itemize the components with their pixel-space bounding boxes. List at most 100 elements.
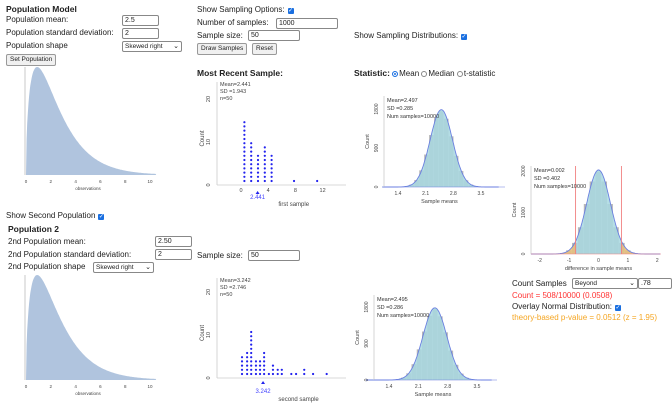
theory-p-value: theory-based p-value = 0.0512 (z = 1.95) — [512, 313, 657, 322]
count-cutoff-input[interactable]: .78 — [638, 278, 672, 289]
y-axis-label: Count — [200, 325, 206, 341]
sample-dot — [240, 368, 244, 371]
sample-dot — [243, 175, 246, 178]
population-2-shape-select[interactable]: Skewed right ⌄ — [93, 262, 154, 273]
x-axis-label: observations — [75, 391, 101, 396]
sample-dot — [263, 146, 266, 149]
show-second-population-label: Show Second Population — [6, 211, 96, 220]
x-tick-label: 1.4 — [386, 384, 393, 390]
sample-dot — [243, 133, 246, 136]
reset-button[interactable]: Reset — [252, 43, 277, 55]
x-tick-label: -1 — [567, 258, 572, 264]
statistic-option-mean[interactable]: Mean — [392, 69, 419, 78]
show-sampling-options-label: Show Sampling Options: — [197, 5, 285, 14]
radio-icon[interactable] — [421, 71, 428, 77]
sample-dot — [240, 360, 244, 363]
histogram-bar — [613, 227, 619, 254]
show-sampling-options-checkbox[interactable]: ✓ — [287, 8, 294, 14]
radio-icon[interactable] — [456, 71, 463, 77]
show-sampling-distributions-checkbox[interactable]: ✓ — [461, 34, 468, 40]
histogram-bar — [473, 186, 479, 187]
most-recent-sample-title: Most Recent Sample: — [197, 68, 283, 78]
mean-marker-label: 2.441 — [250, 195, 266, 201]
histogram-bar — [469, 379, 475, 380]
count-mode-select[interactable]: Beyond ⌄ — [572, 278, 638, 289]
sample-size-2-input[interactable]: 50 — [248, 250, 300, 261]
sample-dot — [263, 351, 266, 355]
mean-marker-icon — [255, 191, 260, 194]
sample-dot — [246, 351, 249, 355]
x-tick-label: 3.5 — [474, 384, 481, 390]
sample-dot — [263, 356, 266, 359]
radio-icon[interactable] — [392, 71, 399, 77]
sample-dot — [250, 356, 253, 359]
sample-dot — [250, 351, 253, 355]
x-tick-label: 2 — [656, 258, 659, 264]
sample-size-input[interactable]: 50 — [248, 30, 300, 41]
sample-dot — [250, 339, 253, 342]
histogram-bar — [607, 203, 613, 254]
sample-dot — [250, 343, 253, 346]
x-tick-label: 2.8 — [444, 384, 451, 390]
x-tick-label: 10 — [147, 179, 153, 184]
sample-dot — [256, 171, 260, 174]
population-2-shape-value: Skewed right — [96, 264, 134, 271]
population-shape-select[interactable]: Skewed right ⌄ — [122, 41, 182, 52]
sample-dot — [250, 158, 253, 162]
stats-text: SD =1.943 — [220, 89, 246, 95]
draw-samples-button[interactable]: Draw Samples — [197, 43, 248, 55]
normal-curve-line — [366, 307, 492, 381]
y-axis-label: Count — [355, 330, 361, 345]
sample-dot — [243, 163, 246, 166]
overlay-normal-checkbox[interactable]: ✓ — [615, 305, 622, 311]
sample-dot — [243, 158, 246, 162]
population-sd-input[interactable]: 2 — [122, 28, 159, 39]
histogram-bar — [619, 242, 625, 254]
histogram-bar — [458, 170, 464, 187]
mean-marker-label: 3.242 — [256, 389, 272, 395]
sample-dot — [271, 368, 275, 371]
sample-dot — [250, 330, 253, 334]
histogram-bar — [438, 111, 444, 187]
x-axis-label: Sample means — [421, 199, 458, 205]
tail-area-right — [622, 242, 661, 254]
histogram-bar — [414, 180, 419, 187]
tail-area-left — [530, 241, 576, 254]
overlay-normal: Overlay Normal Distribution: ✓ — [512, 302, 622, 312]
statistic-option-median[interactable]: Median — [421, 69, 455, 78]
sample-dot — [250, 171, 253, 174]
sample-dot — [246, 356, 249, 359]
sample-dot — [243, 129, 246, 132]
number-of-samples-input[interactable]: 1000 — [276, 18, 338, 29]
histogram-bar — [401, 377, 406, 380]
sample-dot — [250, 167, 253, 170]
stats-text: SD =0.402 — [534, 176, 560, 182]
population-2-sd-input[interactable]: 2 — [155, 249, 192, 260]
histogram-bar — [395, 379, 401, 380]
set-population-button[interactable]: Set Population — [6, 54, 57, 66]
x-tick-label: 2.8 — [450, 191, 457, 197]
sample-dot — [290, 372, 293, 376]
sample-dot — [263, 368, 266, 371]
y-axis-label: Count — [512, 202, 518, 217]
sample-dot — [240, 364, 244, 367]
sample-dot — [246, 364, 249, 367]
population-mean-input[interactable]: 2.5 — [122, 15, 159, 26]
population-model-title: Population Model — [6, 4, 77, 14]
y-tick-label: 0 — [521, 252, 527, 255]
sample-dot — [263, 150, 266, 153]
sample-dot — [271, 364, 275, 367]
sample-dot — [263, 175, 266, 178]
x-tick-label: 1.4 — [395, 191, 402, 197]
sample-dot — [243, 142, 246, 145]
population-2-mean-input[interactable]: 2.50 — [155, 236, 192, 247]
sample-dot — [243, 179, 246, 183]
histogram-bar — [624, 250, 631, 254]
histogram-bar — [589, 181, 596, 254]
histogram-bar — [406, 373, 412, 380]
show-second-population-checkbox[interactable]: ✓ — [98, 214, 105, 220]
sample-dot — [311, 372, 315, 376]
statistic-option-t-statistic[interactable]: t-statistic — [456, 69, 495, 78]
sample-dot — [240, 372, 244, 376]
sample-dot — [250, 335, 253, 338]
